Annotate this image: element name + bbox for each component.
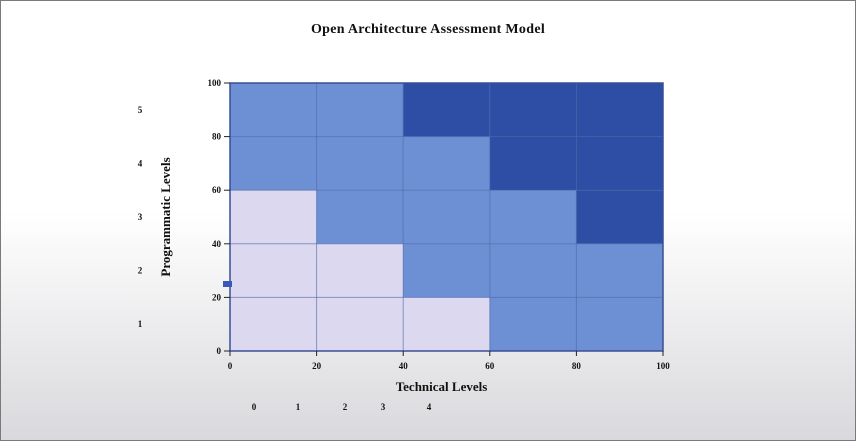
x-tick-label: 100 [656, 361, 670, 371]
heatmap-cell [403, 83, 490, 137]
y-tick-label: 0 [217, 346, 222, 356]
level-label: 4 [138, 158, 143, 168]
heatmap-cell [317, 83, 404, 137]
x-tick-label: 80 [572, 361, 582, 371]
heatmap-cell [576, 244, 663, 298]
level-label: 2 [138, 266, 143, 276]
heatmap-cell [576, 137, 663, 191]
heatmap-cell [490, 297, 577, 351]
level-label: 1 [138, 319, 143, 329]
x-tick-label: 40 [399, 361, 409, 371]
x-axis-title: Technical Levels [396, 379, 488, 394]
heatmap-cell [576, 297, 663, 351]
y-tick-label: 100 [208, 78, 222, 88]
heatmap-cell [576, 83, 663, 137]
heatmap-cell [230, 83, 317, 137]
y-tick-label: 80 [212, 132, 222, 142]
legend-label: 3 [381, 402, 386, 412]
y-axis-title: Programmatic Levels [158, 157, 173, 276]
heatmap-cell [490, 137, 577, 191]
heatmap-cell [403, 244, 490, 298]
heatmap-cell [576, 190, 663, 244]
level-label: 5 [138, 105, 143, 115]
heatmap-cell [317, 190, 404, 244]
heatmap-cell [490, 244, 577, 298]
heatmap-cell [490, 190, 577, 244]
legend-label: 1 [296, 402, 301, 412]
series-marker [223, 281, 232, 287]
heatmap-cell [230, 190, 317, 244]
legend-label: 0 [252, 402, 257, 412]
y-tick-label: 40 [212, 239, 222, 249]
heatmap-cell [230, 244, 317, 298]
heatmap-cell [403, 137, 490, 191]
x-tick-label: 20 [312, 361, 322, 371]
heatmap-cell [317, 297, 404, 351]
heatmap-cell [403, 190, 490, 244]
y-tick-label: 20 [212, 292, 222, 302]
heatmap-cell [230, 137, 317, 191]
heatmap-cell [317, 244, 404, 298]
heatmap-cell [230, 297, 317, 351]
x-tick-label: 0 [228, 361, 233, 371]
heatmap-cell [490, 83, 577, 137]
legend-label: 2 [343, 402, 348, 412]
level-label: 3 [138, 212, 143, 222]
heatmap-cell [403, 297, 490, 351]
y-tick-label: 60 [212, 185, 222, 195]
heatmap-cell [317, 137, 404, 191]
legend-label: 4 [427, 402, 432, 412]
x-tick-label: 60 [485, 361, 495, 371]
